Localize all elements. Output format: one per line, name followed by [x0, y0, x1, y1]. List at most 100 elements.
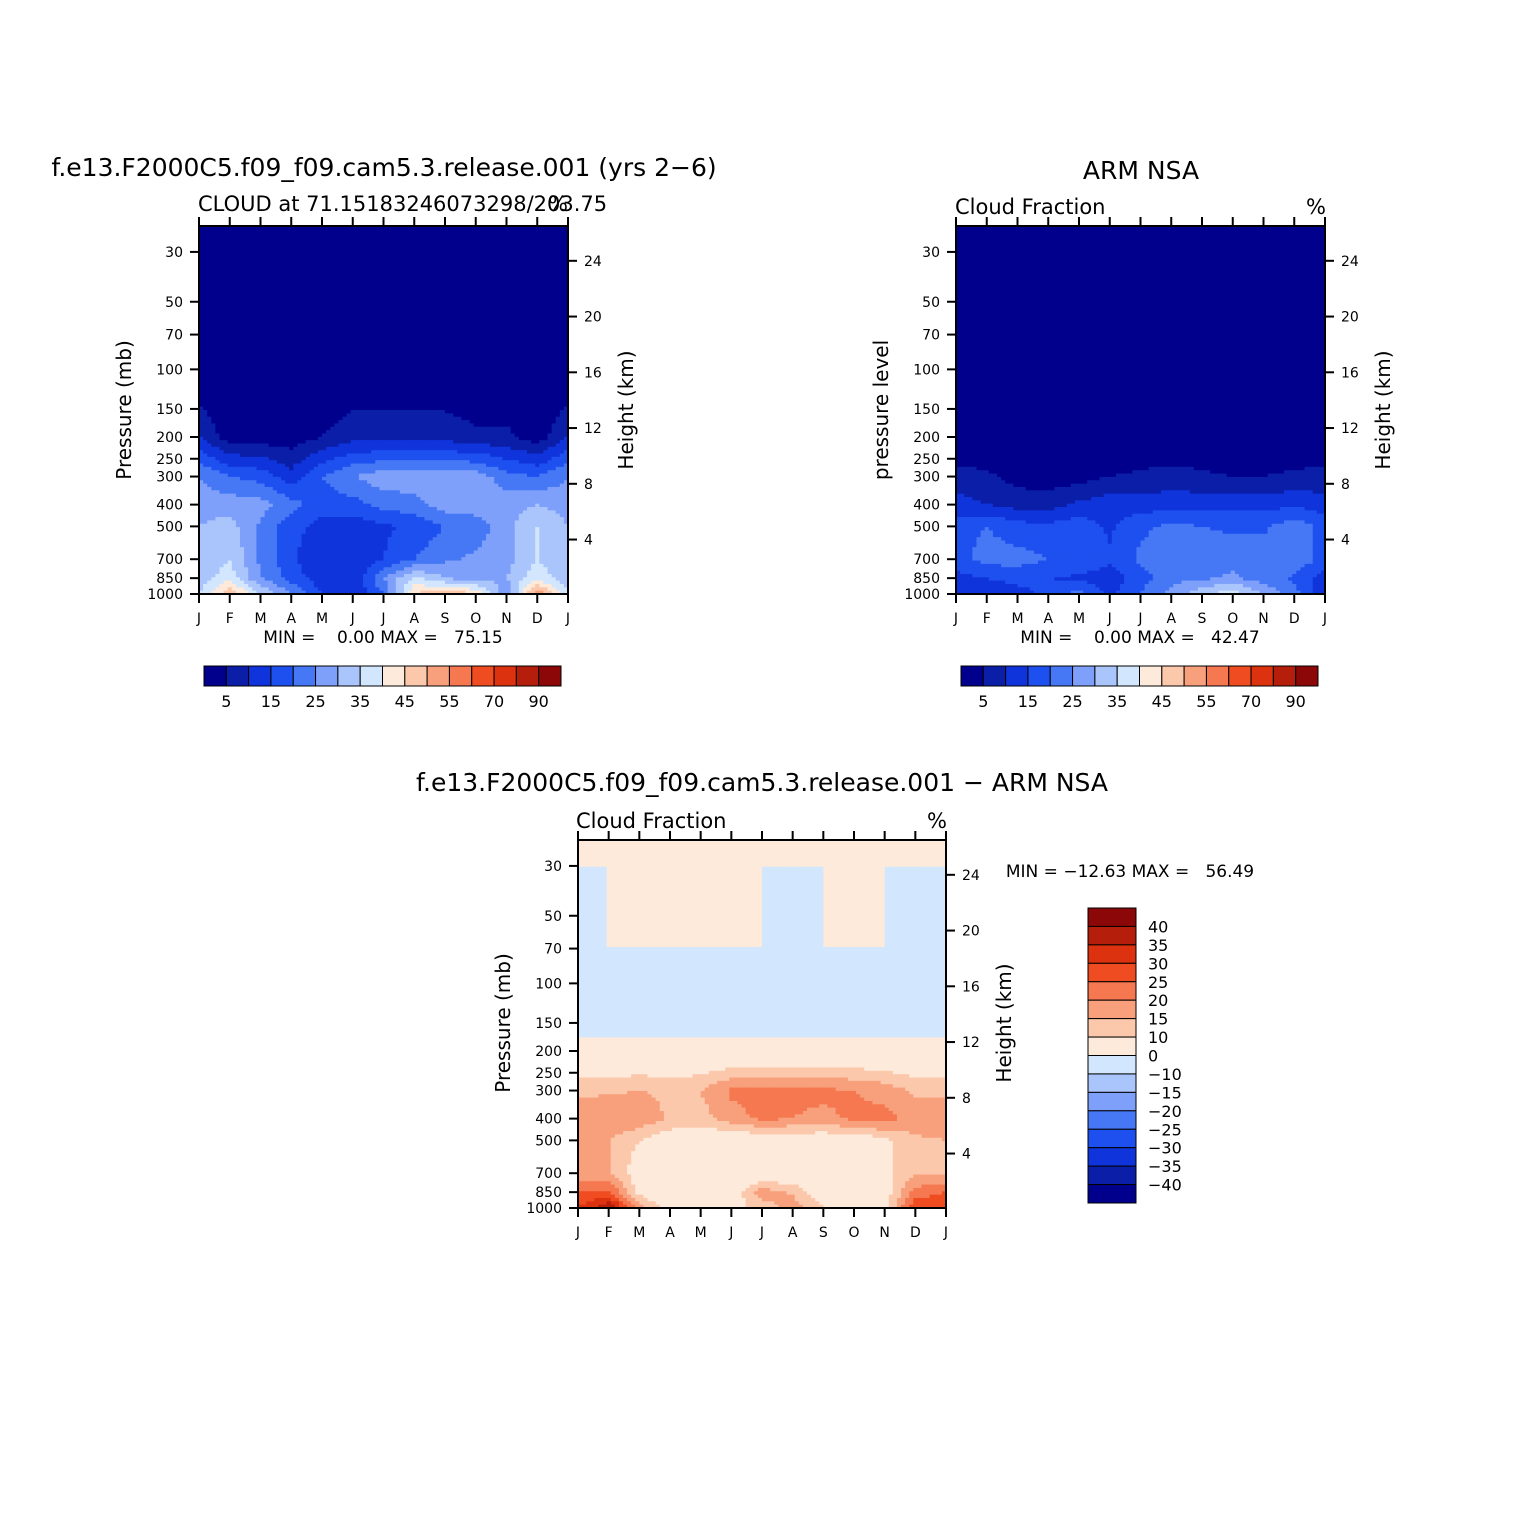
contour-cell — [428, 333, 434, 337]
contour-cell — [248, 379, 253, 384]
contour-cell — [342, 410, 348, 414]
contour-cell — [264, 399, 270, 404]
contour-cell — [211, 302, 216, 307]
contour-cell — [367, 299, 372, 304]
contour-cell — [285, 406, 290, 411]
contour-cell — [231, 396, 237, 401]
contour-cell — [268, 292, 274, 297]
contour-cell — [473, 376, 479, 381]
contour-cell — [510, 269, 516, 274]
contour-cell — [223, 239, 229, 244]
contour-cell — [297, 376, 303, 381]
contour-cell — [563, 386, 568, 391]
contour-cell — [252, 249, 257, 254]
contour-cell — [231, 282, 237, 287]
contour-cell — [395, 232, 401, 237]
contour-cell — [387, 232, 393, 237]
contour-cell — [326, 299, 331, 304]
contour-cell — [375, 256, 380, 261]
contour-cell — [235, 393, 241, 398]
contour-cell — [547, 346, 553, 351]
contour-cell — [432, 389, 438, 394]
contour-cell — [293, 226, 298, 230]
contour-cell — [379, 246, 385, 251]
contour-cell — [531, 376, 536, 381]
contour-cell — [506, 232, 512, 237]
contour-cell — [563, 309, 568, 314]
contour-cell — [260, 262, 266, 267]
contour-cell — [416, 279, 421, 284]
contour-cell — [428, 326, 434, 331]
contour-cell — [514, 236, 520, 240]
contour-cell — [367, 349, 372, 354]
contour-cell — [502, 389, 508, 394]
contour-cell — [375, 259, 380, 264]
contour-cell — [322, 410, 327, 414]
contour-cell — [477, 346, 483, 351]
contour-cell — [461, 399, 467, 404]
contour-cell — [399, 259, 405, 264]
contour-cell — [219, 399, 225, 404]
contour-cell — [461, 359, 467, 364]
contour-cell — [330, 302, 335, 307]
contour-cell — [547, 383, 553, 388]
contour-cell — [539, 366, 544, 371]
contour-cell — [301, 272, 307, 277]
contour-cell — [334, 262, 339, 267]
contour-cell — [436, 299, 442, 304]
contour-cell — [367, 269, 372, 274]
contour-cell — [285, 302, 290, 307]
contour-cell — [330, 296, 335, 301]
contour-cell — [305, 286, 311, 291]
contour-cell — [424, 396, 430, 401]
contour-cell — [436, 279, 442, 284]
contour-cell — [449, 276, 454, 281]
contour-cell — [559, 229, 565, 234]
contour-cell — [395, 396, 401, 401]
contour-cell — [256, 403, 262, 408]
contour-cell — [547, 296, 553, 301]
contour-cell — [440, 373, 446, 378]
contour-cell — [248, 333, 253, 337]
contour-cell — [235, 410, 241, 414]
contour-cell — [399, 262, 405, 267]
contour-cell — [387, 383, 393, 388]
contour-cell — [481, 373, 487, 378]
contour-cell — [408, 242, 413, 247]
contour-cell — [248, 282, 253, 287]
contour-cell — [383, 282, 389, 287]
contour-cell — [383, 323, 389, 327]
contour-cell — [539, 242, 544, 247]
contour-cell — [231, 346, 237, 351]
contour-cell — [387, 406, 393, 411]
contour-cell — [285, 323, 290, 327]
contour-cell — [481, 242, 487, 247]
contour-cell — [363, 366, 368, 371]
contour-cell — [342, 279, 348, 284]
contour-cell — [240, 393, 245, 398]
contour-cell — [486, 329, 491, 334]
contour-cell — [486, 326, 491, 331]
contour-cell — [469, 272, 475, 277]
contour-cell — [445, 369, 450, 374]
contour-cell — [313, 336, 319, 341]
contour-cell — [199, 336, 204, 341]
contour-cell — [547, 319, 553, 324]
contour-cell — [240, 309, 245, 314]
contour-cell — [322, 252, 327, 257]
contour-cell — [289, 410, 294, 414]
contour-cell — [404, 276, 409, 281]
contour-cell — [276, 349, 282, 354]
contour-cell — [506, 363, 512, 368]
contour-cell — [371, 252, 376, 257]
contour-cell — [490, 336, 495, 341]
contour-cell — [436, 376, 442, 381]
contour-cell — [235, 299, 241, 304]
contour-cell — [551, 369, 557, 374]
contour-cell — [231, 286, 237, 291]
contour-cell — [440, 306, 446, 311]
contour-cell — [375, 379, 380, 384]
contour-cell — [305, 373, 311, 378]
contour-cell — [363, 272, 368, 277]
contour-cell — [412, 323, 417, 327]
